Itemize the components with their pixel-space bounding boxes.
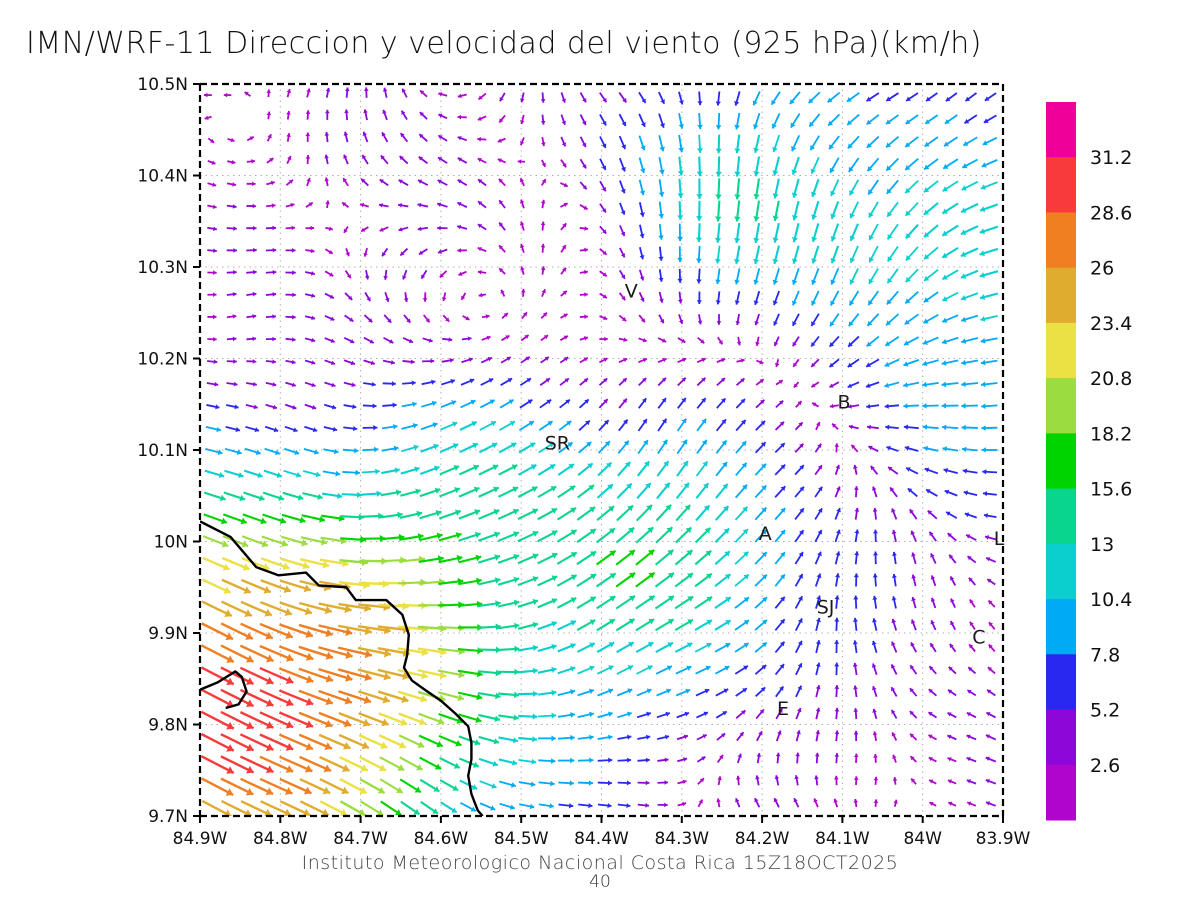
colorbar-tick-label: 5.2: [1090, 700, 1120, 722]
colorbar-tick-label: 23.4: [1090, 313, 1132, 335]
y-tick-label: 10.1N: [137, 441, 188, 461]
station-label-v: V: [625, 281, 638, 303]
x-tick-label: 84.4W: [574, 829, 629, 849]
colorbar-band: [1046, 212, 1076, 269]
colorbar-tick-label: 10.4: [1090, 589, 1132, 611]
colorbar-tick-label: 31.2: [1090, 147, 1132, 169]
x-tick-label: 84.1W: [815, 829, 870, 849]
y-tick-label: 10.4N: [137, 167, 188, 187]
colorbar-band: [1046, 654, 1076, 711]
colorbar-band: [1046, 157, 1076, 213]
y-axis: 9.7N 9.8N 9.9N 10N 10.1N 10.2N 10.3N 10.4N 10.5N: [137, 75, 200, 827]
colorbar-band: [1046, 764, 1076, 821]
y-tick-label: 9.9N: [148, 624, 188, 644]
y-tick-label: 9.7N: [148, 807, 188, 827]
y-tick-label: 10.5N: [137, 75, 188, 95]
colorbar: 31.2 28.6 26 23.4 20.8 18.2 15.6 13 10.4 7.8 5.2 2.…: [1046, 102, 1132, 821]
colorbar-band: [1046, 599, 1076, 655]
y-tick-label: 9.8N: [148, 716, 188, 736]
colorbar-tick-label: 20.8: [1090, 368, 1132, 390]
footer-page-number: 40: [589, 872, 611, 892]
colorbar-tick-label: 18.2: [1090, 423, 1132, 445]
y-tick-label: 10.2N: [137, 350, 188, 370]
x-tick-label: 84.2W: [735, 829, 790, 849]
station-label-sj: SJ: [817, 596, 835, 618]
colorbar-band: [1046, 322, 1076, 379]
footer-institute: Instituto Meteorologico Nacional Costa R…: [301, 852, 899, 874]
x-tick-label: 84.8W: [253, 829, 308, 849]
station-label-c: C: [972, 627, 985, 649]
colorbar-tick-label: 13: [1090, 534, 1114, 556]
page-title: IMN/WRF-11 Direccion y velocidad del vie…: [26, 26, 982, 61]
station-label-sr: SR: [545, 433, 570, 455]
y-tick-label: 10.3N: [137, 258, 188, 278]
colorbar-tick-label: 15.6: [1090, 479, 1132, 501]
colorbar-band: [1046, 378, 1076, 434]
colorbar-tick-label: 7.8: [1090, 644, 1120, 666]
station-label-a: A: [759, 523, 772, 545]
colorbar-tick-label: 2.6: [1090, 755, 1120, 777]
x-tick-label: 84.7W: [333, 829, 388, 849]
x-tick-label: 83.9W: [976, 829, 1031, 849]
colorbar-band: [1046, 267, 1076, 324]
colorbar-band: [1046, 433, 1076, 490]
coastline-layer: [200, 520, 484, 816]
colorbar-band: [1046, 709, 1076, 766]
x-axis: 84.9W 84.8W 84.7W 84.6W 84.5W 84.4W 84.3W 84.2W…: [173, 816, 1031, 849]
y-tick-label: 10N: [154, 533, 188, 553]
colorbar-band: [1046, 543, 1076, 600]
colorbar-band: [1046, 488, 1076, 545]
station-label-l: L: [994, 528, 1005, 550]
x-tick-label: 84.5W: [494, 829, 549, 849]
x-tick-label: 84.9W: [173, 829, 228, 849]
station-label-e: E: [777, 698, 789, 720]
x-tick-label: 84.3W: [654, 829, 709, 849]
x-tick-label: 84.6W: [414, 829, 469, 849]
colorbar-tick-label: 28.6: [1090, 202, 1132, 224]
colorbar-band: [1046, 102, 1076, 158]
station-label-b: B: [837, 391, 850, 413]
station-label-layer: V SR B A L SJ C E: [545, 281, 1005, 720]
wind-vector-layer: [200, 87, 999, 816]
x-tick-label: 84W: [903, 829, 942, 849]
colorbar-tick-label: 26: [1090, 258, 1114, 280]
